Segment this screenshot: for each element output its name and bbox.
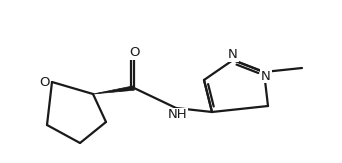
Text: N: N [228, 49, 238, 61]
Text: O: O [39, 75, 49, 89]
Text: O: O [129, 46, 139, 59]
Polygon shape [93, 86, 134, 94]
Text: N: N [261, 69, 271, 82]
Text: NH: NH [168, 109, 188, 121]
